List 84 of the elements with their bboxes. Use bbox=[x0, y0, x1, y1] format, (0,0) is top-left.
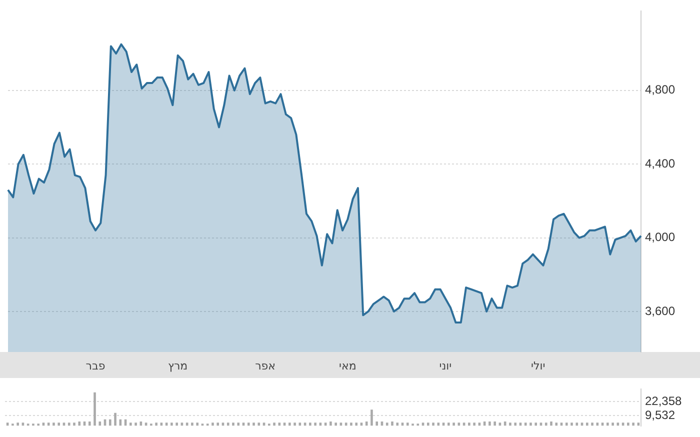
bar bbox=[596, 422, 599, 426]
bar bbox=[550, 421, 552, 426]
bar bbox=[544, 422, 548, 426]
bar bbox=[632, 422, 634, 426]
bar bbox=[88, 421, 91, 426]
bar bbox=[191, 422, 194, 426]
bar bbox=[58, 422, 60, 426]
bar bbox=[494, 421, 496, 426]
bar bbox=[237, 422, 240, 426]
bar bbox=[314, 422, 316, 426]
bar bbox=[216, 422, 220, 426]
bar bbox=[330, 421, 332, 426]
bar bbox=[586, 422, 588, 426]
bar bbox=[452, 422, 455, 426]
bar bbox=[273, 422, 276, 426]
bar bbox=[406, 422, 409, 426]
bar bbox=[396, 422, 399, 426]
bar bbox=[355, 422, 358, 426]
bar bbox=[78, 421, 81, 426]
bar bbox=[155, 422, 158, 426]
bar bbox=[509, 422, 512, 426]
bar bbox=[334, 422, 337, 426]
x-tick-label: יולי bbox=[530, 359, 546, 372]
bar bbox=[376, 421, 378, 426]
bar bbox=[565, 422, 568, 426]
bar bbox=[576, 422, 578, 426]
bar bbox=[114, 412, 116, 426]
bar bbox=[247, 422, 250, 426]
bar bbox=[47, 422, 50, 426]
y-tick-label: 22,358 bbox=[645, 394, 682, 408]
x-tick-label: מרץ bbox=[168, 359, 188, 372]
bar bbox=[52, 422, 55, 426]
bar bbox=[370, 410, 373, 426]
bar bbox=[170, 422, 173, 426]
bar bbox=[391, 421, 394, 426]
y-tick-label: 4,400 bbox=[645, 156, 676, 170]
bar bbox=[73, 422, 76, 426]
y-tick-label: 4,800 bbox=[645, 82, 676, 97]
bar bbox=[309, 422, 312, 426]
bar bbox=[530, 422, 532, 426]
bar bbox=[16, 422, 19, 426]
bar bbox=[119, 419, 122, 426]
bar bbox=[591, 422, 594, 426]
bar bbox=[294, 422, 296, 426]
x-tick-label: יוני bbox=[439, 359, 452, 372]
bar bbox=[176, 422, 178, 426]
bar bbox=[94, 392, 96, 426]
bar bbox=[534, 422, 538, 426]
bar bbox=[226, 422, 230, 426]
bar bbox=[627, 422, 630, 426]
bar bbox=[570, 422, 573, 426]
bar bbox=[350, 422, 352, 426]
x-tick-label: פבר bbox=[86, 359, 106, 372]
bar bbox=[448, 422, 450, 426]
bar bbox=[196, 422, 198, 426]
y-tick-label: 9,532 bbox=[645, 408, 676, 422]
bar bbox=[606, 422, 609, 426]
bar bbox=[212, 422, 214, 426]
bar bbox=[612, 422, 614, 426]
bar bbox=[432, 422, 434, 426]
bar bbox=[468, 422, 470, 426]
bar bbox=[514, 422, 516, 426]
bar bbox=[386, 422, 388, 426]
bar bbox=[524, 422, 527, 426]
bar bbox=[98, 421, 102, 426]
bar bbox=[473, 422, 476, 426]
y-tick-label: 4,000 bbox=[645, 230, 676, 244]
bar bbox=[252, 422, 255, 426]
bar bbox=[108, 419, 112, 426]
bar bbox=[365, 421, 368, 426]
x-tick-label: אפר bbox=[255, 359, 276, 372]
bar bbox=[488, 421, 491, 426]
bar bbox=[68, 422, 70, 426]
x-tick-label: מאי bbox=[339, 359, 356, 372]
bar bbox=[258, 422, 260, 426]
bar bbox=[232, 422, 234, 426]
bar bbox=[437, 422, 440, 426]
bar bbox=[426, 422, 430, 426]
bar bbox=[134, 422, 137, 426]
y-tick-label: 3,600 bbox=[645, 304, 676, 318]
bar bbox=[288, 422, 291, 426]
bar bbox=[555, 422, 558, 426]
bar bbox=[130, 422, 132, 426]
bar bbox=[278, 422, 281, 426]
